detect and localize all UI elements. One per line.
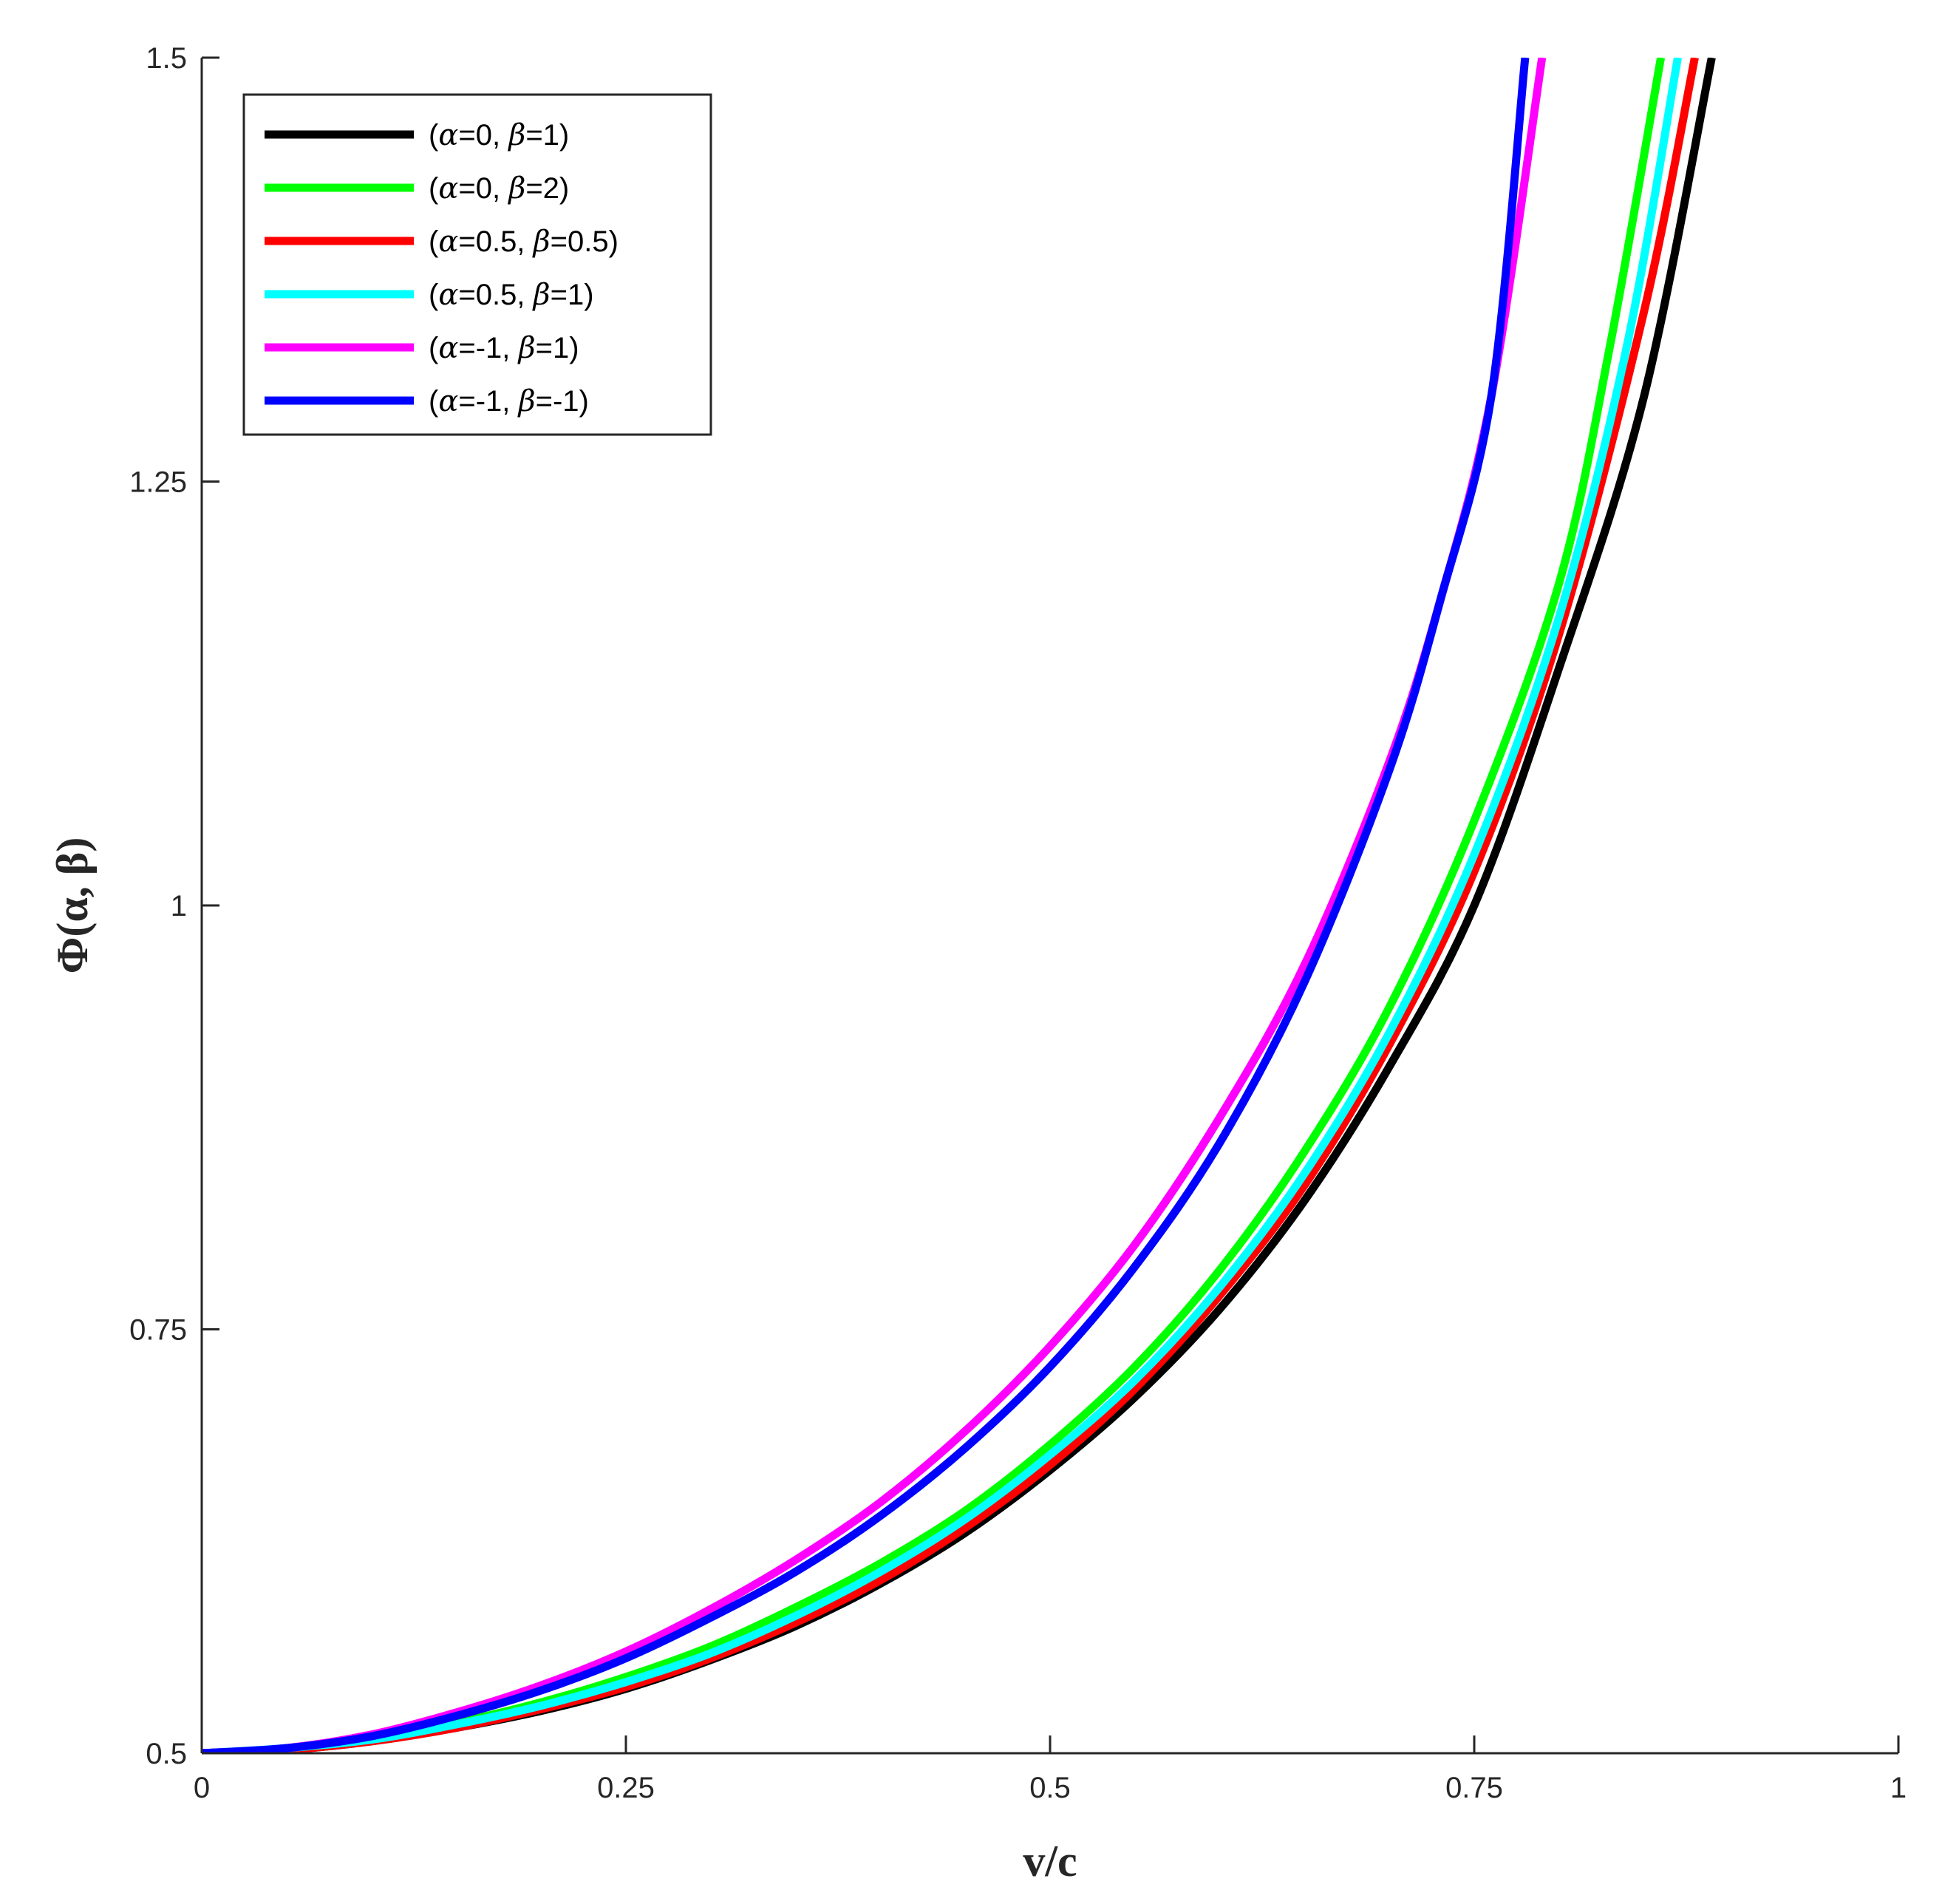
y-tick-label: 1 [171,890,187,922]
x-tick-label: 0.25 [597,1772,655,1804]
plot-area [202,58,1716,1753]
y-tick-label: 1.25 [129,466,187,499]
legend-entry: (α=-1, β=1) [429,331,579,365]
legend-entry: (α=0, β=1) [429,118,569,152]
x-tick-label: 0 [194,1772,210,1804]
series-line-4 [202,58,1682,1753]
y-tick-label: 0.75 [129,1314,187,1347]
x-tick-label: 0.5 [1029,1772,1071,1804]
legend-entry: (α=-1, β=-1) [429,384,589,418]
y-tick-label: 1.5 [146,42,187,75]
x-axis-label: v/c [1023,1837,1077,1886]
y-tick-label: 0.5 [146,1738,187,1770]
x-tick-label: 1 [1890,1772,1907,1804]
legend-entry: (α=0.5, β=1) [429,278,594,312]
legend: (α=0, β=1) (α=0, β=2) (α=0.5, β=0.5) (α=0.5… [242,93,712,436]
legend-entry: (α=0.5, β=0.5) [429,225,619,259]
series-line-6 [202,58,1530,1753]
legend-box [242,93,712,436]
axes: 0 0.25 0.5 0.75 1 0.5 0.75 1 1.25 1.5 [129,42,1907,1804]
x-tick-label: 0.75 [1445,1772,1503,1804]
y-axis-label: Φ(α, β) [48,837,97,974]
legend-entry: (α=0, β=2) [429,171,569,205]
